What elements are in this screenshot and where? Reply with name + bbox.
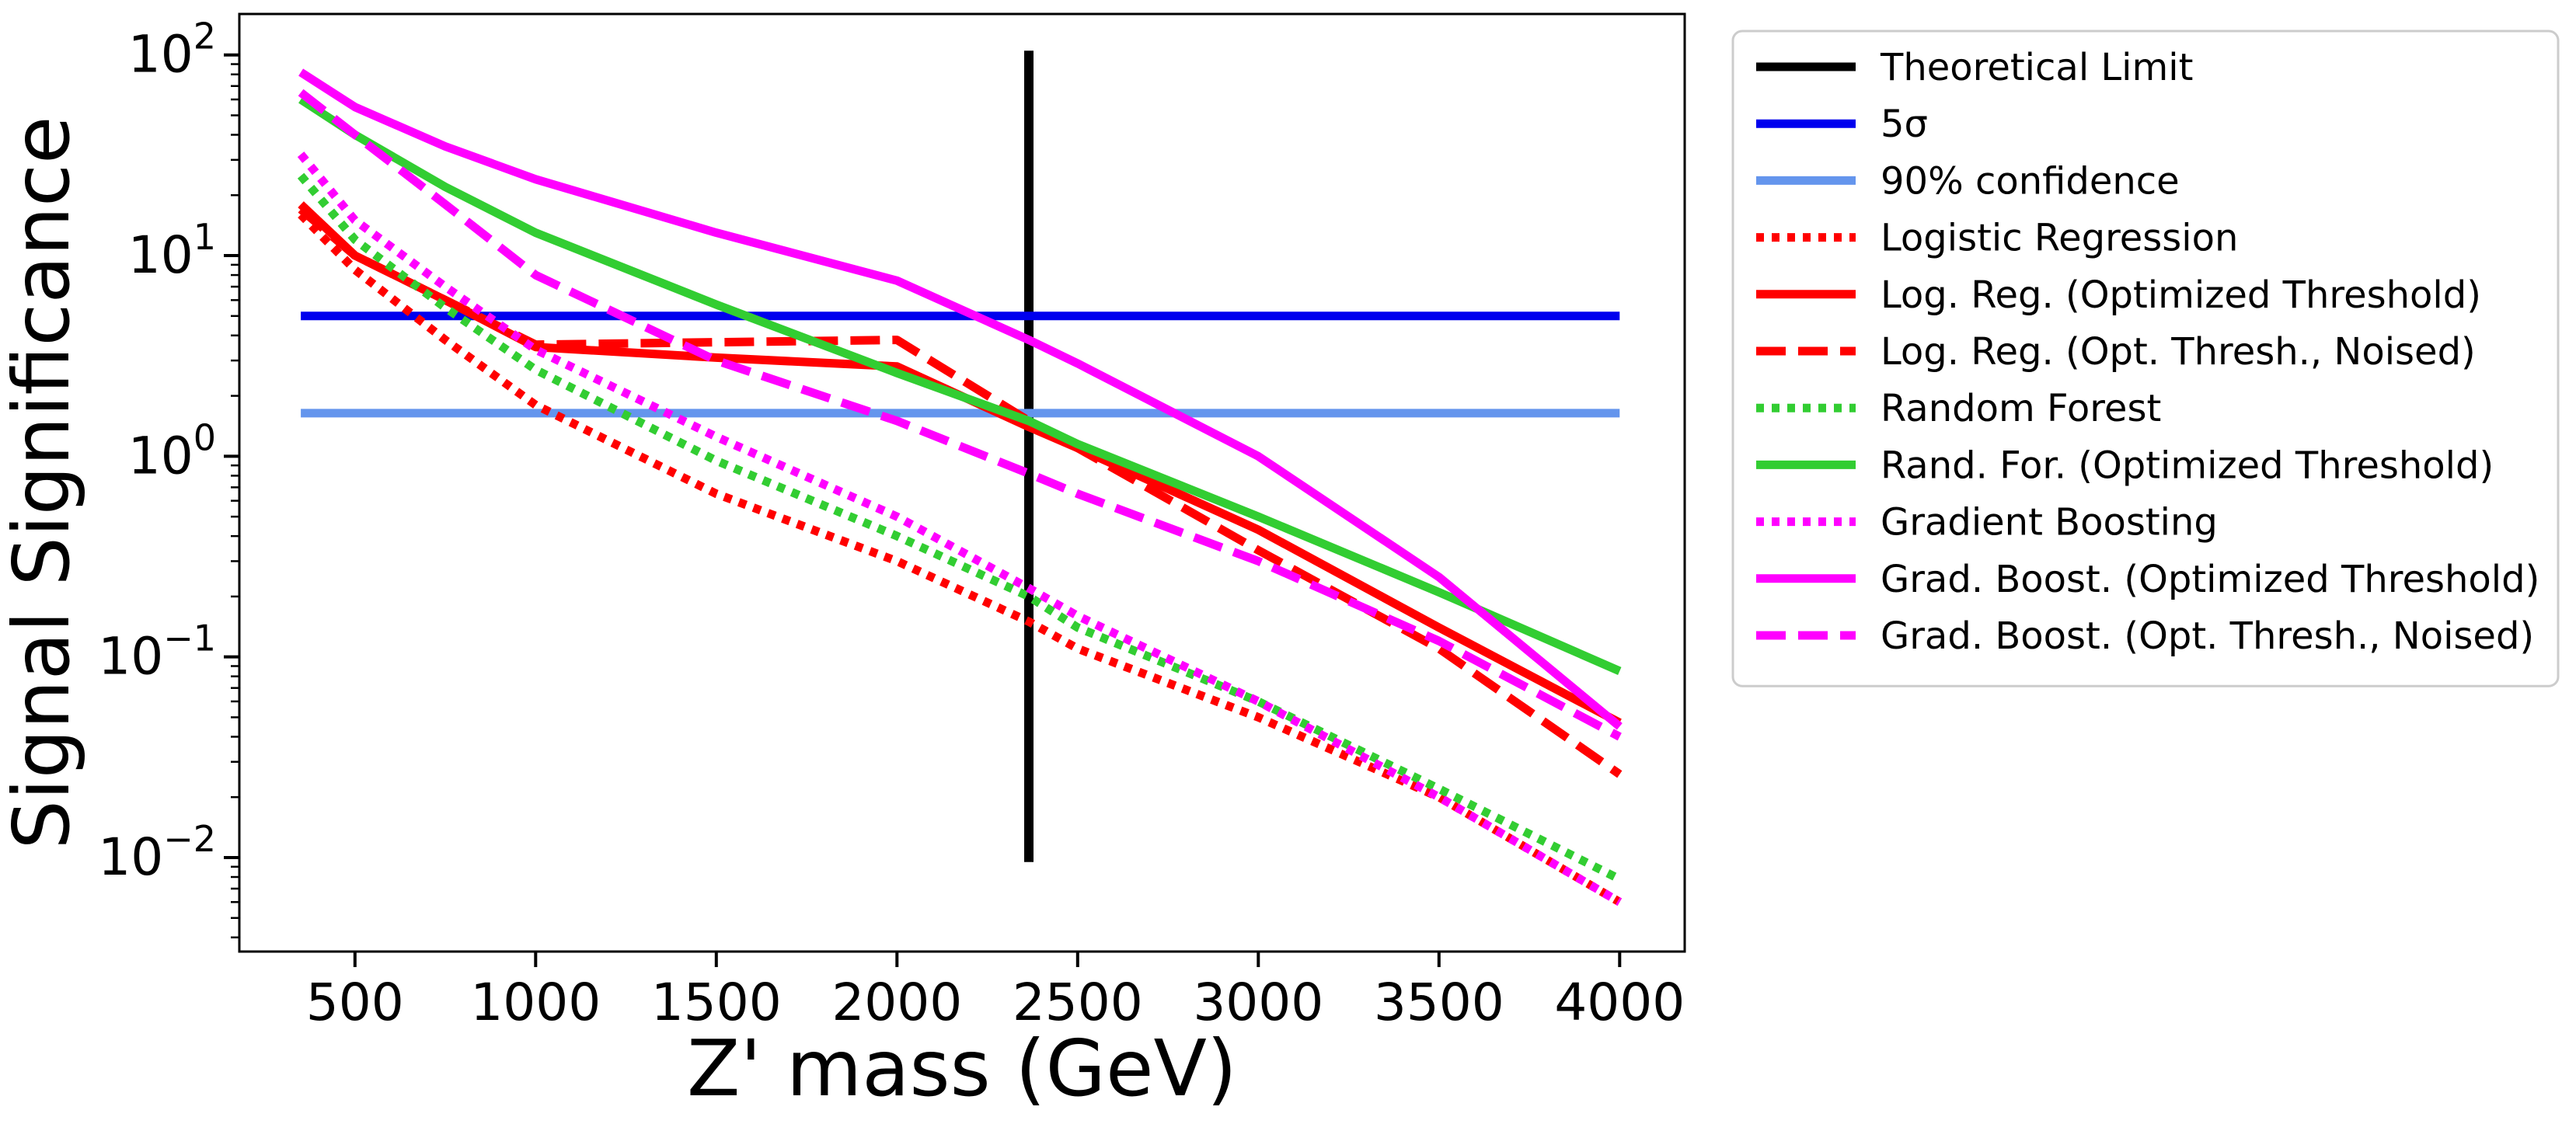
x-tick-label: 1500 [651, 973, 782, 1032]
legend-label-9: Grad. Boost. (Optimized Threshold) [1881, 558, 2539, 601]
y-axis: 102 101 100 10−1 10−2 [98, 16, 239, 939]
x-tick-label: 3000 [1193, 973, 1323, 1032]
legend-label-8: Gradient Boosting [1881, 501, 2218, 545]
legend-label-4: Log. Reg. (Optimized Threshold) [1881, 273, 2481, 317]
x-tick-label: 500 [306, 973, 404, 1032]
plot-frame [238, 12, 1686, 953]
y-tick-label: 102 [128, 16, 216, 85]
legend-label-1: 5σ [1881, 103, 1928, 146]
x-tick-label: 2500 [1013, 973, 1143, 1032]
x-tick-label: 2000 [831, 973, 962, 1032]
y-tick-label: 100 [128, 416, 216, 485]
legend-box [1731, 30, 2560, 687]
plot-lines [297, 50, 1623, 907]
series-line-7 [298, 96, 1622, 675]
legend-label-6: Random Forest [1881, 387, 2161, 430]
x-tick-label: 4000 [1554, 973, 1685, 1032]
series-line-10 [298, 89, 1622, 741]
legend-label-3: Logistic Regression [1881, 217, 2238, 260]
legend-label-2: 90% confidence [1881, 159, 2180, 203]
y-tick-label: 10−2 [98, 818, 216, 887]
series-line-9 [298, 68, 1623, 730]
y-tick-label: 10−1 [98, 618, 216, 687]
series-line-3 [298, 211, 1623, 907]
y-tick-label: 101 [128, 216, 216, 285]
x-tick-label: 1000 [470, 973, 601, 1032]
series-line-8 [297, 151, 1623, 907]
series-line-5 [298, 206, 1623, 778]
legend-label-7: Rand. For. (Optimized Threshold) [1881, 444, 2494, 487]
y-axis-title: Signal Significance [0, 117, 87, 850]
x-axis-title: Z' mass (GeV) [687, 1023, 1237, 1114]
legend-label-5: Log. Reg. (Opt. Thresh., Noised) [1881, 330, 2476, 374]
x-tick-label: 3500 [1374, 973, 1504, 1032]
legend-label-0: Theoretical Limit [1880, 46, 2193, 89]
legend-label-10: Grad. Boost. (Opt. Thresh., Noised) [1881, 614, 2534, 658]
series-line-4 [298, 201, 1622, 727]
x-axis: 500 1000 1500 2000 2500 3000 3500 4000 [306, 952, 1685, 1032]
legend: Theoretical Limit 5σ 90% confidence Logisti… [1731, 30, 2560, 687]
series-line-6 [297, 172, 1622, 883]
